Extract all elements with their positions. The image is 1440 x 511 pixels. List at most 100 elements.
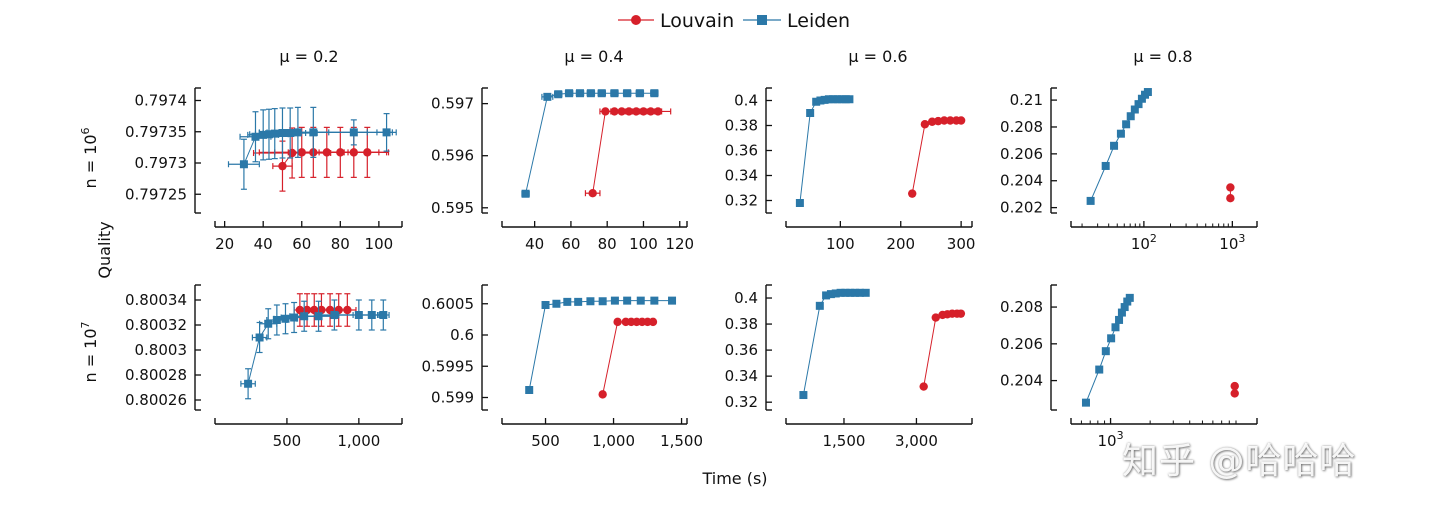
y-tick-label: 0.32 [725,192,758,210]
legend-leiden-label: Leiden [787,10,850,32]
x-tick-label: 120 [665,235,694,253]
data-point-leiden [586,297,595,306]
col-title-3: μ = 0.8 [1133,47,1192,66]
data-point-louvain [598,390,607,399]
data-point-leiden [349,128,358,137]
data-point-leiden [563,297,572,306]
y-tick-label: 0.80034 [125,291,187,309]
series-line-leiden [802,292,866,396]
data-point-leiden [1122,120,1131,129]
data-point-leiden [1134,100,1143,109]
series-line-leiden [528,300,672,391]
y-tick-label: 0.36 [725,341,758,359]
x-tick-label: 103 [1098,429,1124,450]
data-point-louvain [908,189,917,198]
y-tick-label: 0.7973 [135,154,188,172]
data-point-louvain [919,382,928,391]
data-point-leiden [799,391,808,400]
series-louvain [252,126,390,192]
x-tick-label: 20 [215,235,234,253]
y-tick-label: 0.208 [1000,298,1043,316]
data-point-leiden [1126,112,1135,121]
data-point-leiden [367,311,376,319]
data-point-leiden [806,109,815,117]
data-point-leiden [831,289,840,298]
data-point-leiden [586,89,595,98]
legend: Louvain Leiden [618,10,850,32]
x-tick-label: 3,000 [895,432,938,450]
x-tick-label: 40 [254,235,273,253]
data-point-leiden [623,89,632,98]
x-tick-label: 500 [273,432,302,450]
data-point-leiden [598,297,607,306]
series-line-leiden [1090,91,1149,202]
legend-leiden-marker [757,15,767,25]
data-point-leiden [264,130,273,139]
data-point-leiden [833,95,842,104]
data-point-leiden [815,301,824,310]
data-point-leiden [1086,196,1095,205]
x-tick-label: 1,500 [660,432,703,450]
series-louvain [1230,381,1239,398]
legend-louvain-marker [631,15,641,25]
data-point-leiden [1125,293,1134,302]
y-tick-label: 0.599 [431,389,474,407]
data-point-leiden [837,95,846,104]
y-tick-label: 0.36 [725,142,758,160]
row-label-0: n = 106 [79,127,100,188]
y-tick-label: 0.202 [1000,199,1043,217]
x-tick-label: 103 [1219,232,1245,253]
row-label-1: n = 107 [79,321,100,382]
y-tick-label: 0.206 [1000,335,1043,353]
x-axis-label: Time (s) [701,469,767,488]
y-tick-label: 0.204 [1000,372,1043,390]
x-tick-label: 1,500 [822,432,865,450]
data-point-leiden [1137,94,1146,103]
data-point-leiden [1111,323,1120,332]
x-tick-label: 300 [947,235,976,253]
panel-r2c4: 103 0.204 0.206 0.208 [1000,284,1258,450]
data-point-louvain [1226,183,1235,192]
data-point-leiden [635,89,644,98]
data-point-louvain [940,116,949,125]
data-point-leiden [851,288,860,297]
panel-r2c2: 500 1,000 1,500 0.599 0.5995 0.6 0.6005 [422,284,703,450]
series-louvain [584,107,672,198]
panel-r1c4: 102 103 0.202 0.204 0.206 0.208 0.21 [1000,87,1258,253]
y-tick-label: 0.80028 [125,366,187,384]
data-point-leiden [1081,398,1090,407]
y-tick-label: 0.79735 [125,123,187,141]
data-point-leiden [820,95,829,104]
series-leiden [240,299,390,400]
series-leiden [227,106,397,190]
series-line-louvain [923,313,961,387]
data-point-louvain [1230,389,1239,398]
data-point-leiden [309,128,318,137]
data-point-leiden [286,129,295,137]
data-point-leiden [824,95,833,104]
series-line-louvain [911,120,962,194]
data-point-leiden [354,311,363,319]
data-point-leiden [1101,161,1110,170]
series-leiden [799,288,870,400]
data-point-leiden [1120,303,1129,312]
data-point-leiden [623,296,632,305]
data-point-leiden [264,319,273,328]
y-tick-label: 0.8003 [135,341,188,359]
data-point-leiden [636,296,645,305]
y-tick-label: 0.596 [431,147,474,165]
y-axis-label: Quality [95,221,114,278]
data-point-leiden [610,296,619,305]
data-point-louvain [613,317,622,327]
y-tick-label: 0.7974 [135,92,188,110]
col-title-0: μ = 0.2 [279,47,338,66]
data-point-leiden [251,132,260,141]
x-tick-label: 500 [531,432,560,450]
y-tick-label: 0.21 [1010,91,1043,109]
series-louvain [598,317,658,399]
y-tick-label: 0.34 [725,167,758,185]
data-point-louvain [588,189,597,198]
watermark: 知乎 @哈哈哈 [1122,441,1357,482]
data-point-louvain [363,148,372,157]
